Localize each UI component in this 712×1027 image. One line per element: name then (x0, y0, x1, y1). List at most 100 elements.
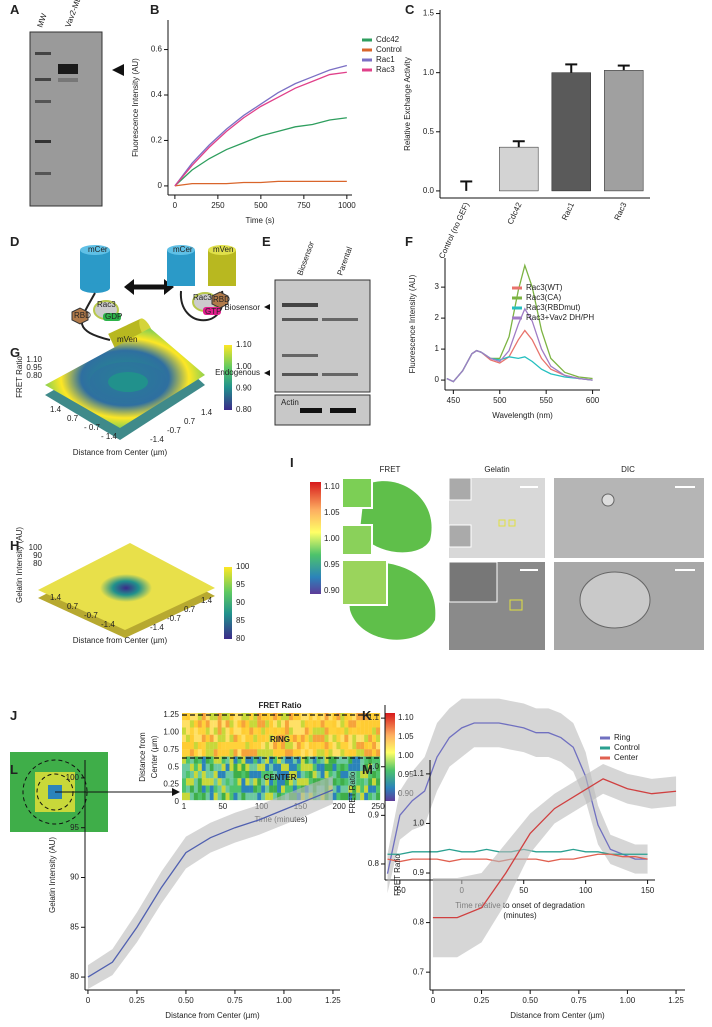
heat-cell (344, 792, 349, 801)
heat-cell (328, 771, 333, 779)
heat-cell (300, 734, 305, 743)
heat-cell (304, 742, 309, 750)
heat-cell (288, 785, 294, 793)
y-tick-label: 90 (70, 873, 79, 882)
z-tick-label: 100 (29, 543, 43, 552)
heat-cell (324, 763, 329, 772)
x-tick-label: Rac3 (613, 201, 629, 222)
heat-cell (201, 734, 206, 743)
heat-cell (300, 713, 305, 721)
heat-cell (372, 785, 377, 793)
axis-label: Distance from (138, 732, 147, 782)
heat-cell (193, 727, 198, 735)
heat-cell (189, 785, 195, 793)
heat-cell (233, 778, 238, 786)
y-tick-label: 1.1 (413, 769, 425, 778)
y-tick-label: 0.9 (413, 868, 425, 877)
legend-label: Rac3(CA) (526, 293, 561, 302)
heat-cell (245, 734, 250, 743)
heat-cell (249, 785, 254, 793)
heat-cell (308, 756, 313, 764)
y-tick-label: 0.8 (413, 918, 425, 927)
heat-cell (300, 727, 305, 735)
heat-cell (265, 771, 270, 779)
heat-cell (296, 763, 301, 772)
heat-cell (281, 763, 286, 772)
heat-cell (229, 778, 234, 786)
heat-cell (189, 756, 195, 764)
heat-cell (356, 734, 361, 743)
heat-cell (221, 756, 226, 764)
heat-cell (300, 749, 305, 757)
heat-cell (352, 763, 357, 772)
panel-label: B (150, 2, 159, 17)
heat-cell (225, 727, 230, 735)
x-tick-label: 250 (211, 201, 225, 210)
heat-cell (193, 778, 198, 786)
heat-cell (368, 756, 373, 764)
x-tick-label: 750 (297, 201, 311, 210)
heat-cell (245, 727, 250, 735)
heat-cell (281, 727, 286, 735)
heat-cell (368, 727, 373, 735)
heat-cell (213, 763, 218, 772)
z-axis-label: FRET Ratio (15, 356, 24, 398)
z-tick-label: 80 (33, 559, 42, 568)
band-label: Actin (281, 398, 299, 407)
y-tick-label: 2 (435, 313, 440, 322)
colorbar-label: 0.95 (324, 560, 340, 569)
heat-cell (229, 771, 234, 779)
heat-cell (340, 792, 345, 801)
heat-cell (201, 778, 206, 786)
heat-cell (221, 742, 226, 750)
heat-cell (269, 785, 274, 793)
heat-cell (205, 792, 210, 801)
heat-cell (352, 792, 357, 801)
heat-cell (332, 742, 337, 750)
heat-cell (292, 771, 297, 779)
heat-cell (344, 713, 349, 721)
colorbar-label: 85 (236, 616, 245, 625)
heat-cell (296, 734, 301, 743)
heat-cell (300, 763, 305, 772)
heat-cell (348, 713, 353, 721)
heat-cell (328, 756, 333, 764)
x-tick-label: 600 (586, 396, 600, 405)
heat-cell (201, 792, 206, 801)
heat-cell (249, 778, 254, 786)
x-tick-label: 0.7 (67, 414, 79, 423)
heat-cell (237, 756, 242, 764)
heat-cell (376, 785, 381, 793)
heat-cell (273, 763, 278, 772)
heat-cell (182, 727, 187, 735)
heat-cell (348, 778, 353, 786)
y-tick-label: -1.4 (150, 623, 164, 632)
heat-cell (257, 734, 262, 743)
heat-cell (209, 720, 214, 728)
panel-label: I (290, 455, 294, 470)
heat-cell (352, 713, 357, 721)
heat-cell (205, 749, 210, 757)
heat-cell (360, 727, 365, 735)
heat-cell (292, 742, 297, 750)
heat-cell (340, 771, 345, 779)
y-tick-label: 0.8 (368, 859, 380, 868)
heat-cell (308, 734, 313, 743)
heat-cell (225, 713, 230, 721)
heat-cell (312, 778, 317, 786)
colorbar-label: 1.00 (236, 362, 252, 371)
x-tick-label: 450 (447, 396, 461, 405)
heat-cell (241, 771, 246, 779)
z-tick-label: 0.80 (26, 371, 42, 380)
heat-cell (332, 749, 337, 757)
heat-cell (288, 734, 294, 743)
heat-cell (352, 742, 357, 750)
heat-cell (340, 756, 345, 764)
heat-cell (269, 778, 274, 786)
heat-cell (193, 771, 198, 779)
heat-cell (229, 713, 234, 721)
heat-cell (233, 756, 238, 764)
heat-cell (185, 778, 191, 786)
heat-cell (237, 727, 242, 735)
heat-cell (201, 756, 206, 764)
